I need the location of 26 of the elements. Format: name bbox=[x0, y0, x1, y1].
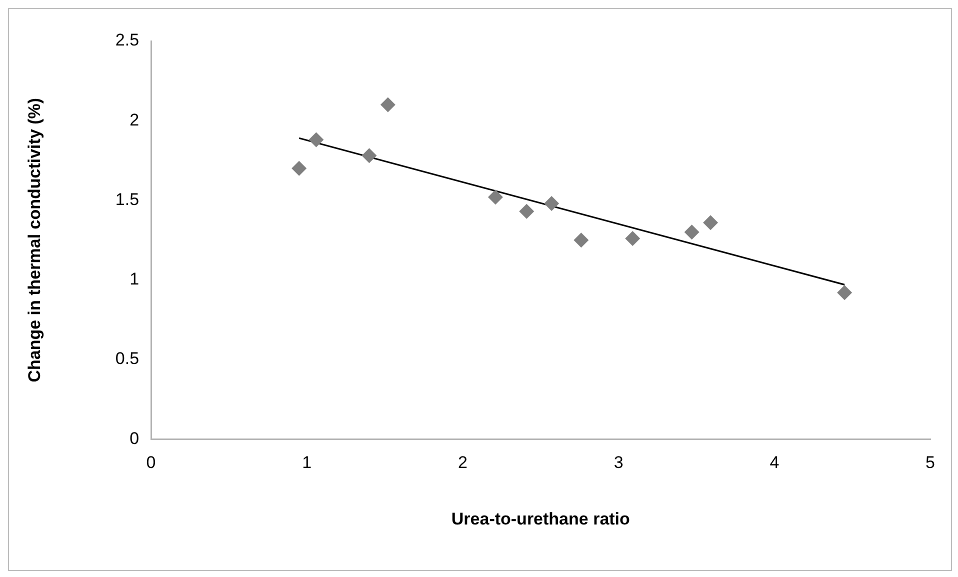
x-tick-label: 5 bbox=[926, 453, 936, 472]
y-tick-label: 0.5 bbox=[115, 349, 140, 368]
point bbox=[544, 196, 560, 211]
x-tick-label: 3 bbox=[614, 453, 624, 472]
point bbox=[684, 224, 700, 240]
point bbox=[488, 190, 503, 205]
point bbox=[837, 285, 852, 300]
y-tick-label: 2 bbox=[130, 110, 140, 130]
point bbox=[308, 132, 324, 148]
point bbox=[574, 232, 589, 248]
point bbox=[362, 148, 377, 164]
y-tick-label: 1.5 bbox=[115, 190, 140, 209]
x-tick-label: 2 bbox=[458, 453, 468, 472]
y-tick-label: 1 bbox=[130, 270, 140, 289]
point bbox=[703, 215, 718, 230]
x-tick-label: 4 bbox=[770, 453, 780, 472]
y-tick-label: 0 bbox=[130, 428, 140, 448]
y-tick-label: 2.5 bbox=[115, 30, 140, 50]
y-axis-title: Change in thermal conductivity (%) bbox=[24, 98, 44, 382]
x-axis-title: Urea-to-urethane ratio bbox=[451, 509, 630, 528]
point bbox=[292, 160, 307, 176]
x-tick-label: 1 bbox=[302, 453, 312, 472]
x-tick-label: 0 bbox=[146, 453, 156, 472]
point bbox=[380, 97, 396, 112]
point bbox=[519, 204, 534, 219]
point bbox=[625, 231, 640, 246]
